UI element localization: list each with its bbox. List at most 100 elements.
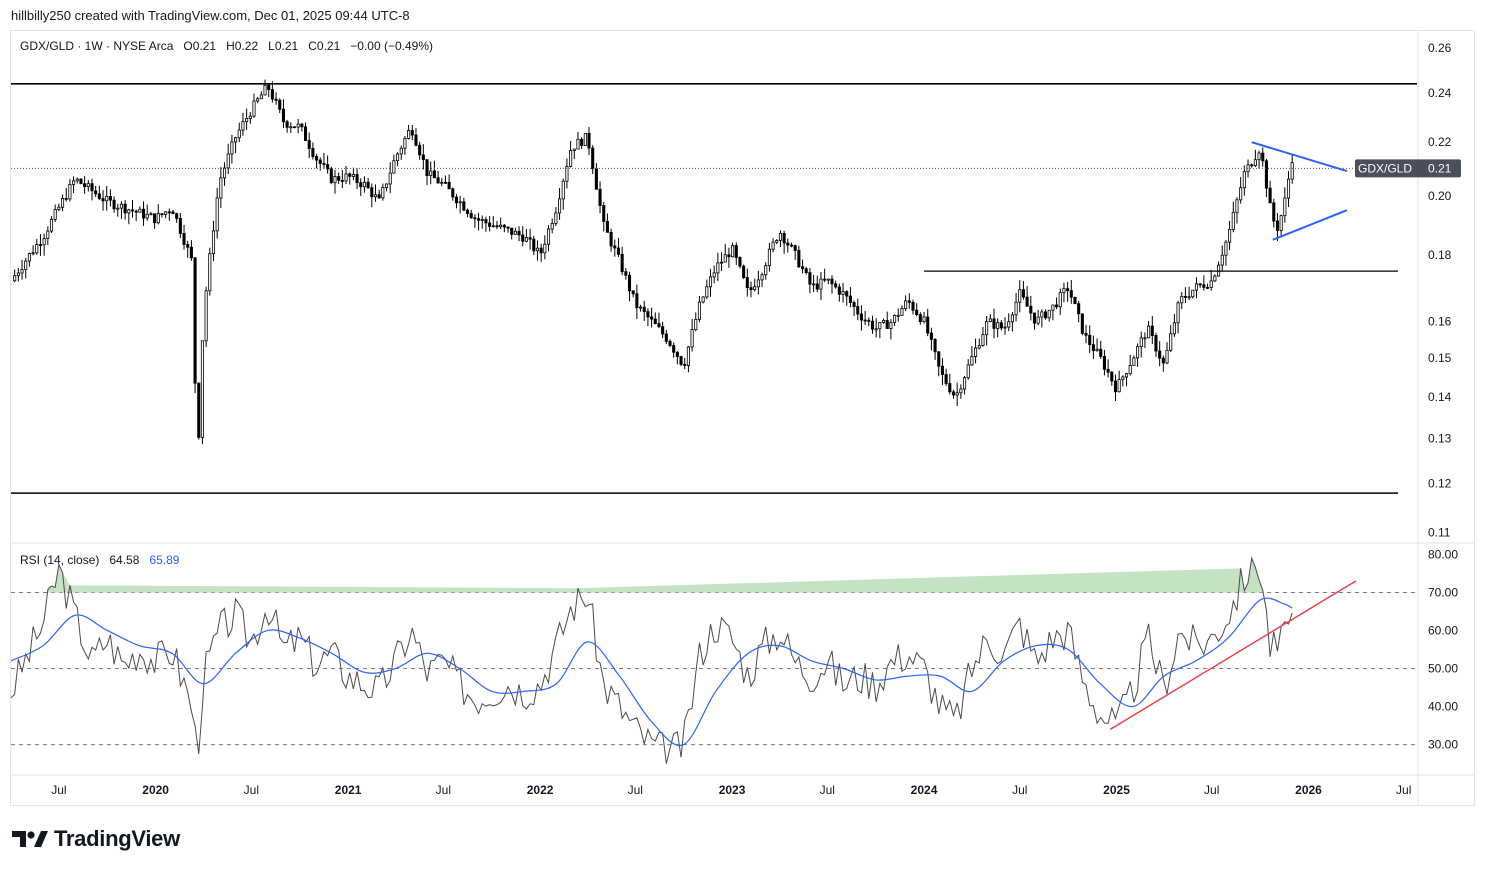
candle-body: [1290, 162, 1294, 180]
candle-body: [801, 266, 805, 270]
candle-body: [215, 197, 219, 232]
candle-body: [362, 181, 366, 188]
last-price-tag-value: 0.21: [1428, 161, 1452, 175]
candle-body: [230, 141, 234, 155]
legend-high-label: H: [226, 39, 235, 53]
candle-body: [495, 225, 499, 228]
candle-body: [708, 276, 713, 288]
candle-body: [451, 188, 455, 198]
candle-body: [1228, 229, 1232, 243]
price-tick-label: 0.18: [1428, 248, 1452, 262]
candle-body: [315, 156, 319, 161]
candle-body: [248, 115, 252, 119]
time-tick-label: 2023: [719, 783, 746, 797]
candle-body: [197, 382, 201, 438]
candle-body: [653, 318, 657, 325]
candle-body: [311, 148, 315, 157]
candle-body: [859, 313, 863, 321]
candle-body: [27, 253, 31, 262]
candle-body: [804, 268, 808, 273]
candle-body: [1128, 365, 1132, 375]
candle-body: [1279, 215, 1283, 231]
candle-body: [322, 163, 326, 165]
candle-body: [904, 300, 908, 309]
candle-body: [1202, 284, 1206, 288]
candle-body: [344, 173, 348, 182]
candle-body: [723, 254, 727, 263]
candle-body: [153, 213, 157, 224]
candle-body: [278, 99, 282, 110]
candle-body: [1235, 199, 1239, 213]
candle-body: [808, 272, 812, 285]
candle-body: [771, 241, 775, 250]
candle-body: [561, 180, 565, 200]
candle-body: [1069, 290, 1073, 298]
candle-body: [937, 351, 941, 367]
rsi-value: 64.58: [109, 553, 140, 567]
candle-body: [300, 123, 304, 128]
candle-body: [646, 311, 650, 318]
candle-body: [1132, 357, 1136, 366]
price-tick-label: 0.14: [1428, 390, 1452, 404]
candle-body: [1007, 321, 1011, 328]
rsi-tick-label: 50.00: [1428, 662, 1458, 676]
candle-body: [355, 174, 359, 184]
candle-body: [86, 183, 90, 188]
candle-body: [1209, 280, 1213, 288]
candle-body: [429, 170, 433, 176]
price-tick-label: 0.12: [1428, 477, 1452, 491]
candle-body: [535, 247, 540, 252]
candle-body: [845, 291, 849, 297]
candle-body: [1029, 305, 1033, 314]
legend-open: 0.21: [192, 39, 217, 53]
price-tick-label: 0.16: [1428, 315, 1452, 329]
candle-body: [256, 98, 260, 102]
candle-body: [252, 100, 256, 117]
candle-body: [642, 306, 646, 313]
candle-body: [929, 332, 933, 340]
candle-body: [499, 224, 503, 228]
candle-body: [333, 176, 337, 184]
candle-body: [834, 283, 838, 288]
candle-body: [580, 138, 584, 147]
time-tick-label: 2021: [335, 783, 362, 797]
candle-body: [145, 213, 149, 219]
candle-body: [532, 238, 536, 252]
rsi-tick-label: 60.00: [1428, 623, 1458, 637]
candle-body: [1110, 371, 1114, 382]
candle-body: [259, 94, 263, 100]
footer-logo: TradingView: [12, 826, 180, 852]
candle-body: [959, 388, 963, 394]
time-tick-label: Jul: [1204, 783, 1219, 797]
candle-body: [384, 183, 389, 188]
candle-body: [907, 300, 911, 303]
time-tick-label: 2025: [1103, 783, 1130, 797]
candle-body: [1224, 241, 1228, 256]
candle-body: [112, 199, 116, 210]
candle-body: [576, 138, 580, 150]
candle-body: [797, 250, 801, 268]
candle-body: [896, 314, 900, 317]
time-tick-label: Jul: [244, 783, 259, 797]
candle-body: [348, 173, 352, 177]
candle-body: [1018, 289, 1022, 303]
candle-body: [1113, 380, 1118, 393]
candle-body: [624, 271, 628, 276]
candle-body: [182, 233, 186, 245]
candle-body: [222, 167, 227, 179]
candle-body: [68, 183, 72, 200]
candle-body: [922, 316, 926, 323]
candle-body: [679, 356, 683, 365]
candle-body: [911, 301, 915, 311]
candle-body: [889, 321, 893, 329]
rsi-line: [10, 556, 1293, 764]
candle-body: [1136, 346, 1140, 359]
candle-body: [178, 217, 182, 234]
candle-body: [716, 262, 720, 274]
candle-body: [1014, 301, 1018, 316]
candle-body: [1172, 322, 1176, 335]
legend-symbol: GDX/GLD · 1W · NYSE Arca: [20, 39, 174, 53]
candle-body: [955, 392, 959, 396]
candle-body: [447, 181, 451, 190]
